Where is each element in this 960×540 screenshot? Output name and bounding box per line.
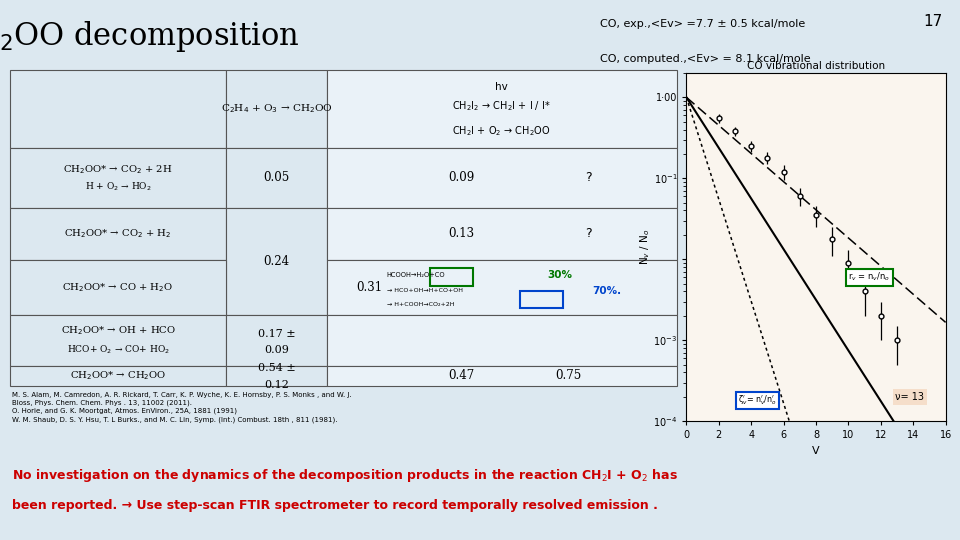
Bar [326,70,677,147]
Text: ν= 13: ν= 13 [896,392,924,402]
Text: CH$_2$OO* → CO$_2$ + H$_2$: CH$_2$OO* → CO$_2$ + H$_2$ [64,227,172,240]
Bar [326,260,677,315]
Text: 0.09: 0.09 [264,345,289,355]
Text: 0.17 ±: 0.17 ± [257,329,296,339]
Bar [430,268,473,286]
Text: C$_2$H$_4$ + O$_3$ → CH$_2$OO: C$_2$H$_4$ + O$_3$ → CH$_2$OO [221,103,332,116]
Text: HCO+ O$_2$ → CO+ HO$_2$: HCO+ O$_2$ → CO+ HO$_2$ [66,343,170,356]
Text: 70%.: 70%. [592,286,621,295]
Text: 0.54 ±: 0.54 ± [257,363,296,373]
Text: 0.47: 0.47 [448,369,475,382]
Text: 0.24: 0.24 [263,255,290,268]
Text: → H+COOH→CO₂+2H: → H+COOH→CO₂+2H [387,302,454,307]
Bar [326,147,677,207]
Bar [10,315,227,366]
Text: 17: 17 [924,14,943,29]
Text: CH$_2$OO decomposition: CH$_2$OO decomposition [0,19,300,54]
Text: ζ$_v'$= n$_v'$/n$_o'$: ζ$_v'$= n$_v'$/n$_o'$ [738,394,778,407]
Text: ?: ? [585,171,591,184]
Bar [10,260,227,315]
Text: CH$_2$I + O$_2$ → CH$_2$OO: CH$_2$I + O$_2$ → CH$_2$OO [452,124,551,138]
Text: 30%: 30% [547,270,572,280]
Text: CO, computed.,<Ev> = 8.1 kcal/mole: CO, computed.,<Ev> = 8.1 kcal/mole [600,54,811,64]
Bar [520,291,564,308]
Text: 0.05: 0.05 [263,171,290,184]
Bar [10,366,227,386]
Text: ?: ? [585,227,591,240]
Bar [227,366,326,386]
Text: 0.31: 0.31 [356,281,383,294]
Text: CH$_2$OO* → OH + HCO: CH$_2$OO* → OH + HCO [60,325,176,337]
Title: CO vibrational distribution: CO vibrational distribution [747,60,885,71]
Text: CH$_2$I$_2$ → CH$_2$I + I / I*: CH$_2$I$_2$ → CH$_2$I + I / I* [452,99,551,113]
Bar [227,147,326,207]
Text: hv: hv [495,82,508,92]
Text: 0.09: 0.09 [448,171,475,184]
Bar [326,315,677,366]
Bar [326,207,677,260]
Text: M. S. Alam, M. Camredon, A. R. Rickard, T. Carr, K. P. Wyche, K. E. Hornsby, P. : M. S. Alam, M. Camredon, A. R. Rickard, … [12,392,351,423]
Y-axis label: N$_v$ / N$_o$: N$_v$ / N$_o$ [638,229,652,265]
Bar [227,70,326,147]
Text: CO, exp.,<Ev> =7.7 ± 0.5 kcal/mole: CO, exp.,<Ev> =7.7 ± 0.5 kcal/mole [600,19,805,29]
Bar [227,315,326,366]
Text: HCOOH→H₂O+CO: HCOOH→H₂O+CO [387,272,445,278]
Text: → HCO+OH→H+CO+OH: → HCO+OH→H+CO+OH [387,288,463,293]
Text: been reported. → Use step-scan FTIR spectrometer to record temporally resolved e: been reported. → Use step-scan FTIR spec… [12,500,658,512]
Bar [227,207,326,315]
Text: 0.12: 0.12 [264,380,289,390]
Text: 0.75: 0.75 [555,369,582,382]
Text: CH$_2$OO* → CO$_2$ + 2H: CH$_2$OO* → CO$_2$ + 2H [63,163,173,176]
Text: 0.13: 0.13 [448,227,474,240]
Text: H + O$_2$ → HO$_2$: H + O$_2$ → HO$_2$ [84,181,152,193]
Bar [10,70,227,147]
Text: No investigation on the dynamics of the decomposition products in the reaction C: No investigation on the dynamics of the … [12,467,678,484]
Bar [10,147,227,207]
Text: CH$_2$OO* → CH$_2$OO: CH$_2$OO* → CH$_2$OO [70,369,166,382]
Text: r$_v$ = n$_v$/n$_o$: r$_v$ = n$_v$/n$_o$ [849,271,891,284]
X-axis label: V: V [812,446,820,456]
Text: CH$_2$OO* → CO + H$_2$O: CH$_2$OO* → CO + H$_2$O [62,281,174,294]
Bar [326,366,677,386]
Bar [10,207,227,260]
